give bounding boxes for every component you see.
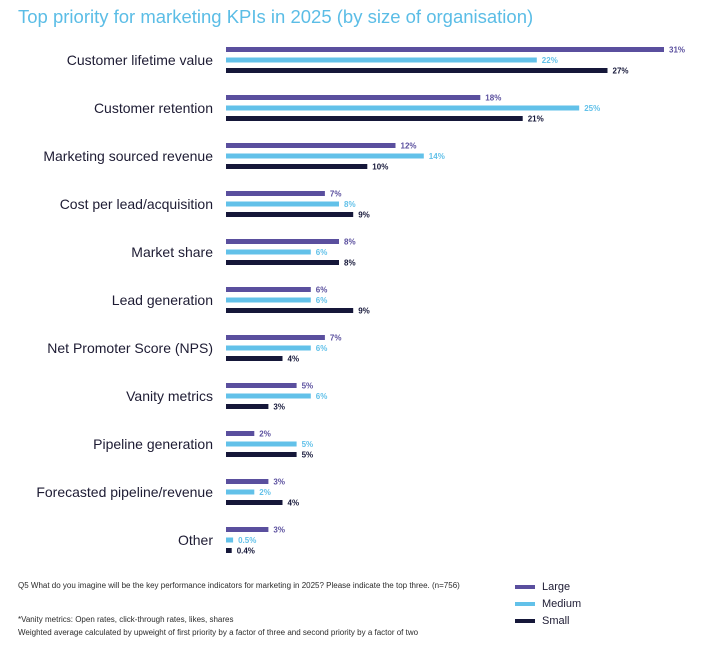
bar-marketing-sourced-revenue-medium — [226, 153, 424, 159]
footnote-weighting: Weighted average calculated by upweight … — [18, 628, 419, 637]
legend-item-small: Small — [515, 612, 581, 629]
bar-net-promoter-score-nps-medium — [226, 345, 311, 351]
legend-label-small: Small — [542, 614, 570, 627]
bar-market-share-large — [226, 239, 339, 244]
value-label-marketing-sourced-revenue-small: 10% — [372, 163, 388, 172]
footnote-question: Q5 What do you imagine will be the key p… — [18, 581, 460, 590]
bar-other-large — [226, 527, 269, 532]
value-label-other-small: 0.4% — [237, 547, 255, 556]
value-label-market-share-large: 8% — [344, 238, 356, 247]
footnote-vanity: *Vanity metrics: Open rates, click-throu… — [18, 615, 234, 624]
value-label-vanity-metrics-medium: 6% — [316, 392, 328, 401]
value-label-other-medium: 0.5% — [238, 536, 256, 545]
bar-marketing-sourced-revenue-small — [226, 164, 368, 169]
bar-customer-retention-small — [226, 116, 523, 121]
bar-forecasted-pipeline-revenue-medium — [226, 489, 255, 495]
value-label-pipeline-generation-small: 5% — [302, 451, 314, 460]
legend-item-medium: Medium — [515, 595, 581, 612]
bar-forecasted-pipeline-revenue-small — [226, 500, 283, 505]
bar-pipeline-generation-large — [226, 431, 255, 436]
legend-swatch-medium — [515, 601, 535, 606]
value-label-lead-generation-medium: 6% — [316, 296, 328, 305]
value-label-pipeline-generation-medium: 5% — [302, 440, 314, 449]
bar-marketing-sourced-revenue-large — [226, 143, 396, 148]
bar-customer-retention-large — [226, 95, 481, 100]
category-label-vanity-metrics: Vanity metrics — [126, 388, 213, 404]
category-label-market-share: Market share — [131, 244, 213, 260]
bar-cost-per-lead-acquisition-large — [226, 191, 325, 196]
value-label-net-promoter-score-nps-medium: 6% — [316, 344, 328, 353]
category-label-pipeline-generation: Pipeline generation — [93, 436, 213, 452]
value-label-cost-per-lead-acquisition-small: 9% — [358, 211, 370, 220]
category-label-marketing-sourced-revenue: Marketing sourced revenue — [43, 148, 213, 164]
value-label-customer-retention-small: 21% — [528, 115, 544, 124]
bar-net-promoter-score-nps-large — [226, 335, 325, 340]
value-label-customer-retention-medium: 25% — [584, 104, 600, 113]
category-label-other: Other — [178, 532, 213, 548]
bar-cost-per-lead-acquisition-small — [226, 212, 354, 217]
legend-label-large: Large — [542, 580, 571, 593]
bar-vanity-metrics-large — [226, 383, 297, 388]
bar-other-small — [226, 548, 232, 553]
value-label-marketing-sourced-revenue-medium: 14% — [429, 152, 445, 161]
chart-legend: Large Medium Small — [515, 578, 581, 629]
bar-customer-retention-medium — [226, 105, 580, 111]
value-label-customer-retention-large: 18% — [485, 94, 501, 103]
value-label-cost-per-lead-acquisition-large: 7% — [330, 190, 342, 199]
value-label-market-share-small: 8% — [344, 259, 356, 268]
value-label-forecasted-pipeline-revenue-medium: 2% — [259, 488, 271, 497]
chart-title: Top priority for marketing KPIs in 2025 … — [18, 6, 534, 27]
value-label-pipeline-generation-large: 2% — [259, 430, 271, 439]
category-label-lead-generation: Lead generation — [112, 292, 213, 308]
value-label-net-promoter-score-nps-large: 7% — [330, 334, 342, 343]
value-label-marketing-sourced-revenue-large: 12% — [401, 142, 417, 151]
value-label-lead-generation-small: 9% — [358, 307, 370, 316]
bar-customer-lifetime-value-small — [226, 68, 608, 73]
bar-pipeline-generation-small — [226, 452, 297, 457]
bar-forecasted-pipeline-revenue-large — [226, 479, 269, 484]
category-label-forecasted-pipeline-revenue: Forecasted pipeline/revenue — [36, 484, 213, 500]
bar-other-medium — [226, 537, 234, 543]
value-label-net-promoter-score-nps-small: 4% — [288, 355, 300, 364]
legend-item-large: Large — [515, 578, 581, 595]
value-label-forecasted-pipeline-revenue-small: 4% — [288, 499, 300, 508]
category-label-net-promoter-score-nps: Net Promoter Score (NPS) — [47, 340, 213, 356]
category-label-customer-lifetime-value: Customer lifetime value — [67, 52, 213, 68]
legend-swatch-large — [515, 584, 535, 589]
value-label-vanity-metrics-small: 3% — [273, 403, 285, 412]
bar-market-share-medium — [226, 249, 311, 255]
value-label-market-share-medium: 6% — [316, 248, 328, 257]
value-label-customer-lifetime-value-small: 27% — [613, 67, 629, 76]
category-label-cost-per-lead-acquisition: Cost per lead/acquisition — [60, 196, 213, 212]
kpi-bar-chart: Customer lifetime value 31% 22% 27% Customer… — [36, 46, 685, 556]
bar-market-share-small — [226, 260, 339, 265]
bar-lead-generation-large — [226, 287, 311, 292]
value-label-customer-lifetime-value-medium: 22% — [542, 56, 558, 65]
bar-customer-lifetime-value-large — [226, 47, 664, 52]
bar-vanity-metrics-medium — [226, 393, 311, 399]
value-label-lead-generation-large: 6% — [316, 286, 328, 295]
legend-label-medium: Medium — [542, 597, 582, 610]
bar-customer-lifetime-value-medium — [226, 57, 537, 63]
value-label-customer-lifetime-value-large: 31% — [669, 46, 685, 55]
bar-net-promoter-score-nps-small — [226, 356, 283, 361]
legend-swatch-small — [515, 618, 535, 623]
bar-lead-generation-small — [226, 308, 354, 313]
value-label-other-large: 3% — [273, 526, 285, 535]
value-label-cost-per-lead-acquisition-medium: 8% — [344, 200, 356, 209]
category-label-customer-retention: Customer retention — [94, 100, 213, 116]
bar-cost-per-lead-acquisition-medium — [226, 201, 339, 207]
bar-pipeline-generation-medium — [226, 441, 297, 447]
bar-lead-generation-medium — [226, 297, 311, 303]
value-label-forecasted-pipeline-revenue-large: 3% — [273, 478, 285, 487]
bar-vanity-metrics-small — [226, 404, 269, 409]
value-label-vanity-metrics-large: 5% — [302, 382, 314, 391]
